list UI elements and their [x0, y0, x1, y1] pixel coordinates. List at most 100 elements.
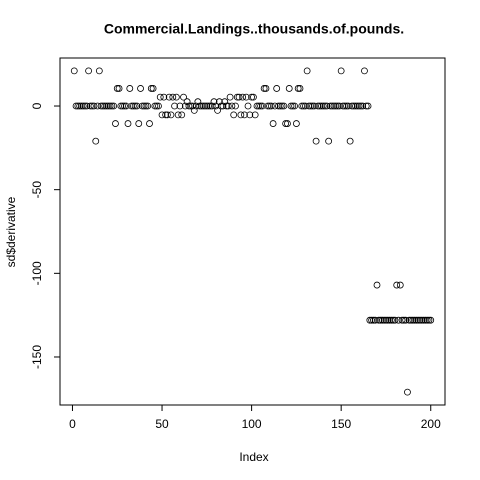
point — [174, 111, 182, 119]
point — [155, 102, 162, 110]
point — [292, 120, 300, 127]
point — [280, 102, 288, 110]
point — [387, 316, 395, 324]
point — [294, 85, 302, 92]
point — [310, 102, 318, 110]
point — [262, 85, 270, 92]
point — [99, 102, 107, 110]
point — [76, 102, 84, 110]
point — [416, 316, 424, 324]
point — [300, 102, 307, 110]
x-axis-label: Index — [239, 450, 268, 464]
y-tick-label: -150 — [30, 345, 44, 369]
point — [241, 111, 248, 119]
point — [316, 102, 324, 110]
point — [267, 102, 275, 110]
point — [115, 85, 123, 92]
point — [371, 316, 379, 324]
point — [339, 102, 347, 110]
point — [285, 85, 293, 92]
point — [85, 67, 92, 75]
point — [355, 102, 363, 110]
point — [169, 93, 177, 101]
point — [337, 67, 345, 75]
point — [224, 102, 232, 110]
point — [205, 102, 213, 110]
point — [88, 102, 96, 110]
point — [78, 102, 85, 110]
point — [237, 111, 245, 119]
point — [353, 102, 361, 110]
point — [149, 85, 157, 92]
point — [81, 102, 89, 110]
point — [160, 93, 168, 101]
point — [352, 102, 359, 110]
point — [344, 102, 352, 110]
point — [343, 102, 350, 110]
point — [411, 316, 419, 324]
point — [366, 316, 374, 324]
point — [119, 102, 127, 110]
y-tick-label: 0 — [30, 102, 44, 109]
point — [246, 111, 254, 119]
point — [242, 93, 250, 101]
point — [289, 102, 297, 110]
point — [380, 316, 388, 324]
point — [167, 111, 175, 119]
point — [79, 102, 87, 110]
point — [298, 102, 306, 110]
point — [230, 111, 238, 119]
point — [334, 102, 341, 110]
point — [391, 316, 399, 324]
x-tick-label: 0 — [69, 417, 76, 431]
point — [271, 102, 279, 110]
point — [117, 102, 125, 110]
point — [421, 316, 429, 324]
point — [396, 281, 404, 289]
point — [137, 85, 144, 92]
point — [332, 102, 340, 110]
point — [180, 93, 187, 101]
point — [97, 102, 105, 110]
point — [364, 102, 372, 110]
point — [314, 102, 322, 110]
point — [147, 85, 155, 92]
point — [210, 98, 218, 106]
y-axis-label: sd$derivative — [4, 196, 18, 267]
point — [418, 316, 426, 324]
point — [110, 102, 118, 110]
point — [341, 102, 349, 110]
point — [346, 137, 354, 145]
point — [208, 102, 216, 110]
point — [328, 102, 336, 110]
point — [133, 102, 141, 110]
point — [176, 102, 184, 110]
point — [284, 120, 291, 127]
point — [251, 111, 259, 119]
point — [190, 106, 198, 114]
point — [275, 102, 282, 110]
point — [409, 316, 417, 324]
point — [196, 102, 204, 110]
point — [264, 102, 272, 110]
point — [94, 102, 101, 110]
point — [92, 137, 100, 145]
point — [244, 102, 252, 110]
point — [74, 102, 82, 110]
point — [172, 93, 180, 101]
point — [404, 388, 411, 396]
point — [189, 102, 196, 110]
point — [312, 137, 320, 145]
point — [153, 102, 161, 110]
point — [278, 102, 286, 110]
point — [164, 111, 171, 119]
point — [146, 120, 153, 127]
point — [282, 120, 290, 127]
point — [348, 102, 356, 110]
point — [95, 67, 103, 75]
point — [301, 102, 309, 110]
point — [212, 102, 220, 110]
point — [325, 137, 333, 145]
point — [373, 281, 381, 289]
